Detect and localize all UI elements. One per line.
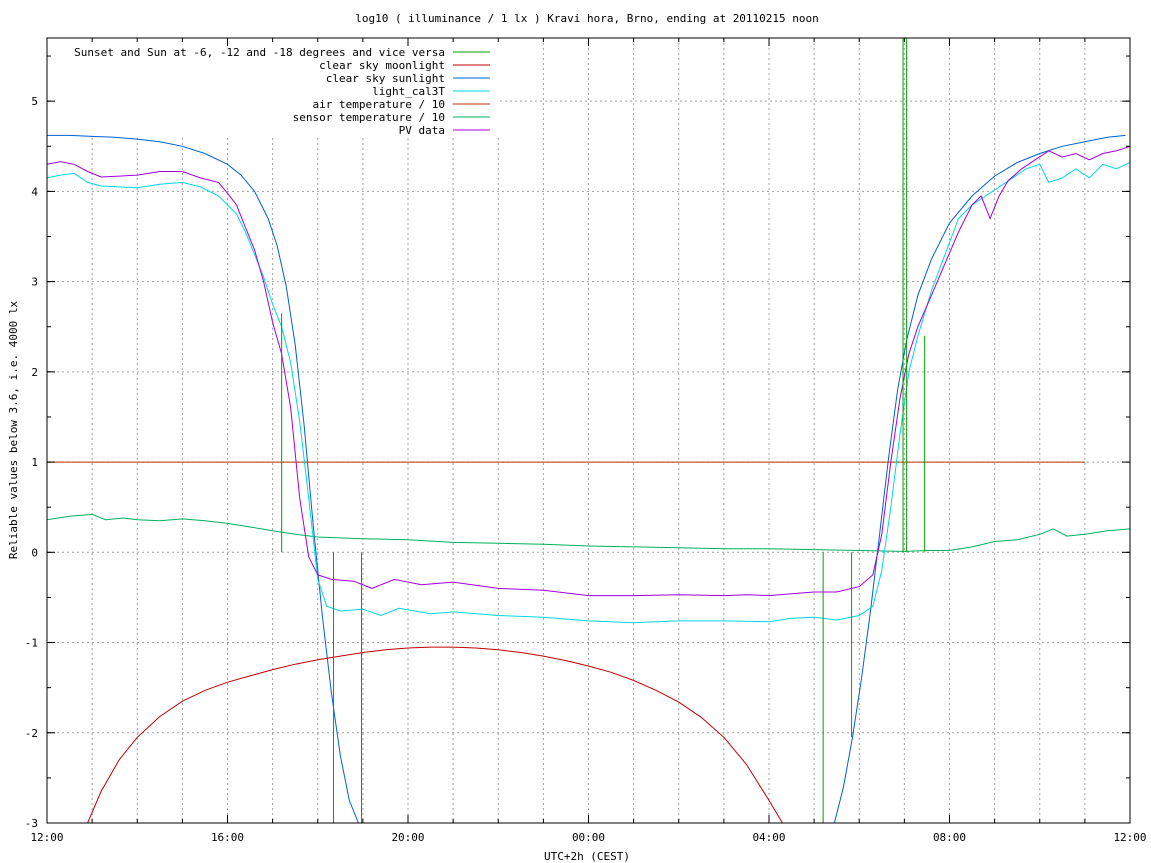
x-tick-label: 08:00 [933, 831, 966, 844]
x-tick-label: 12:00 [1113, 831, 1146, 844]
x-tick-label: 04:00 [752, 831, 785, 844]
y-tick-label: -3 [25, 817, 38, 830]
series-group [47, 38, 1130, 823]
series-line-light-cal3t [47, 162, 1130, 624]
legend-label: sensor temperature / 10 [293, 111, 445, 124]
plot-area [47, 38, 1130, 823]
x-tick-label: 20:00 [391, 831, 424, 844]
legend-label: air temperature / 10 [313, 98, 445, 111]
legend-label: light_cal3T [372, 85, 445, 98]
x-axis-label: UTC+2h (CEST) [544, 850, 630, 863]
y-tick-label: 4 [31, 185, 38, 198]
legend: Sunset and Sun at -6, -12 and -18 degree… [74, 46, 490, 137]
legend-label: clear sky sunlight [326, 72, 445, 85]
series-line-clear-sky-moonlight [87, 646, 783, 823]
legend-label: clear sky moonlight [319, 59, 445, 72]
series-line-clear-sky-sunlight [47, 134, 1126, 823]
y-tick-label: -1 [25, 637, 38, 650]
y-tick-label: 3 [31, 276, 38, 289]
y-tick-label: 2 [31, 366, 38, 379]
chart-title: log10 ( illuminance / 1 lx ) Kravi hora,… [355, 12, 819, 25]
legend-label: Sunset and Sun at -6, -12 and -18 degree… [74, 46, 445, 59]
y-tick-label: 5 [31, 95, 38, 108]
series-line-pv-data [47, 145, 1130, 597]
y-tick-label: -2 [25, 727, 38, 740]
y-tick-label: 1 [31, 456, 38, 469]
x-tick-label: 16:00 [211, 831, 244, 844]
legend-label: PV data [399, 124, 445, 137]
x-tick-label: 00:00 [572, 831, 605, 844]
axis-ticks: 12:00 16:00 20:00 00:00 04:00 08:00 12:00-3-2-… [25, 38, 1147, 844]
y-axis-label: Reliable values below 3.6, i.e. 4000 lx [7, 300, 20, 559]
series-line-sensor-temperature-10 [47, 513, 1130, 552]
x-tick-label: 12:00 [30, 831, 63, 844]
y-tick-label: 0 [31, 546, 38, 559]
